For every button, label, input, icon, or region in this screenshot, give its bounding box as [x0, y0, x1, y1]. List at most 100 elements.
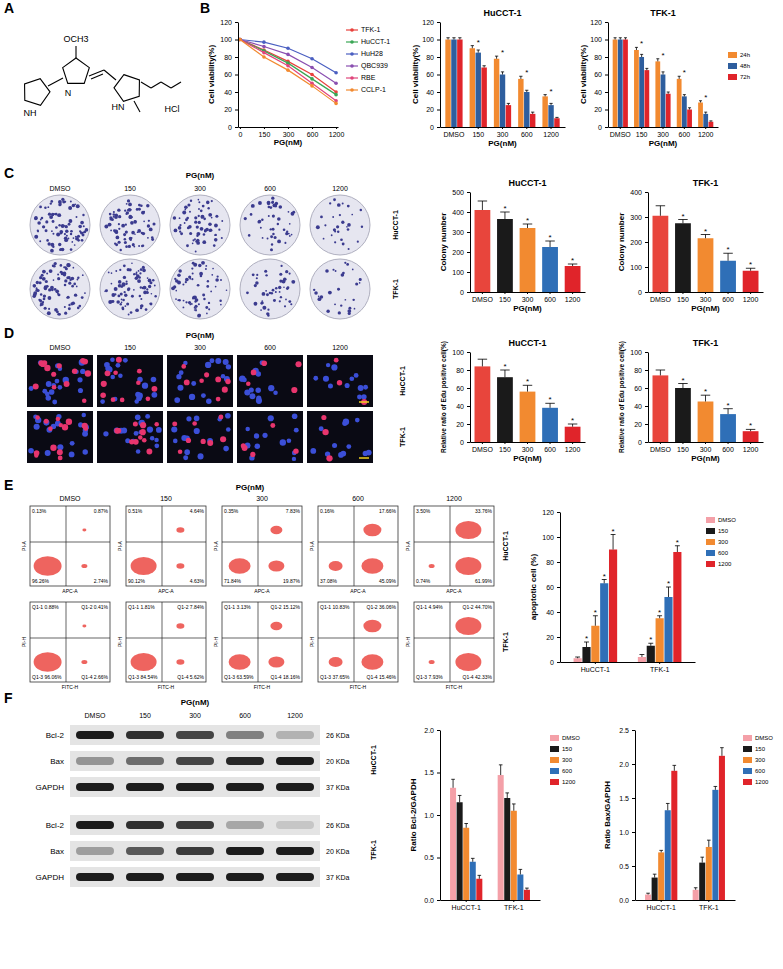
colony — [37, 230, 39, 232]
colony — [34, 217, 38, 221]
colony — [244, 217, 247, 220]
axis-line — [648, 193, 649, 293]
edu-nucleus — [215, 377, 221, 383]
column-label: 1200 — [332, 185, 348, 192]
colony — [267, 201, 271, 205]
tick-label: 20 — [634, 421, 642, 428]
edu-nucleus — [57, 363, 62, 368]
colony — [58, 203, 61, 206]
tick: 1200 — [329, 127, 345, 138]
tick-label: 600 — [679, 131, 691, 138]
colony — [256, 274, 258, 276]
colony — [66, 297, 68, 299]
marker — [310, 66, 314, 70]
colony — [135, 308, 139, 312]
colony — [226, 289, 228, 291]
colony — [59, 314, 61, 316]
colony — [47, 296, 51, 300]
tick-label: 80 — [456, 367, 464, 374]
column-label: 300 — [194, 344, 206, 351]
nucleus — [218, 415, 223, 420]
colony — [68, 223, 71, 226]
plot-frame — [30, 506, 110, 586]
tick-label: TFK-1 — [650, 666, 670, 673]
ring — [25, 79, 50, 106]
bar — [565, 427, 581, 442]
error-bar — [656, 370, 665, 375]
axis-title: Colony number — [617, 213, 626, 272]
edu-nucleus — [295, 361, 301, 367]
legend-swatch — [550, 746, 559, 752]
edu-nucleus — [44, 419, 49, 424]
tick-label: 0.0 — [424, 897, 434, 904]
colony — [246, 291, 249, 294]
bar — [682, 96, 687, 127]
axis-title: FITC-H — [350, 684, 367, 690]
edu-nucleus — [116, 357, 122, 363]
legend-label: 1200 — [562, 779, 576, 785]
colony — [125, 224, 127, 226]
tick-label: 40 — [426, 89, 434, 96]
colony — [39, 206, 42, 209]
nucleus — [250, 393, 256, 399]
colony — [120, 293, 123, 296]
colony — [191, 267, 193, 269]
quadrant-label: Q1-4 18.16% — [271, 674, 301, 680]
edu-nucleus — [251, 370, 257, 376]
colony — [219, 299, 221, 301]
panel-labels: ABCDEF — [4, 0, 210, 706]
bar — [520, 392, 536, 442]
cell-cloud — [429, 564, 435, 568]
edu-nucleus — [136, 380, 141, 385]
colony — [338, 311, 341, 314]
colony — [43, 298, 46, 301]
tick-label: 200 — [452, 249, 464, 256]
colony — [280, 265, 282, 267]
colony — [76, 237, 78, 239]
tick-mark — [557, 537, 560, 538]
bar — [706, 847, 712, 900]
colony — [333, 198, 336, 201]
colony — [289, 223, 291, 225]
colony — [124, 238, 127, 241]
nucleus — [82, 449, 87, 454]
tick-mark — [482, 442, 483, 444]
micrograph — [237, 355, 303, 407]
colony — [122, 282, 126, 286]
colony — [115, 270, 117, 272]
tick-label: 300 — [452, 229, 464, 236]
tick: 20 — [456, 421, 470, 428]
colony — [82, 274, 84, 276]
marker — [286, 46, 290, 50]
tick: 600 — [679, 127, 691, 138]
colony — [54, 288, 57, 291]
quadrant-label: Q1-4 2.66% — [81, 674, 108, 680]
axis-title: FITC-H — [62, 684, 79, 690]
colony — [254, 284, 257, 287]
tick: 80 — [546, 559, 560, 566]
row-label: HuCCT-1 — [392, 210, 399, 240]
colony — [342, 272, 345, 275]
bar — [712, 790, 718, 900]
colony — [79, 230, 81, 232]
colony — [346, 263, 349, 266]
colony — [175, 279, 179, 283]
edu-nucleus — [154, 422, 159, 427]
error-bar — [624, 38, 627, 40]
series-line — [240, 40, 336, 101]
colony — [208, 302, 210, 304]
tick: 120 — [220, 19, 238, 26]
axis-title: APC-A — [350, 588, 366, 594]
bar — [609, 550, 617, 663]
tick: 150 — [472, 127, 484, 138]
legend-swatch — [350, 76, 354, 80]
tick-mark — [641, 127, 642, 129]
bar — [476, 879, 482, 900]
colony — [53, 279, 55, 281]
tick-mark — [467, 442, 470, 443]
tick-label: 600 — [722, 446, 734, 453]
nucleus — [349, 376, 354, 381]
colony — [270, 248, 273, 251]
colony — [128, 245, 131, 248]
nucleus — [363, 385, 368, 390]
